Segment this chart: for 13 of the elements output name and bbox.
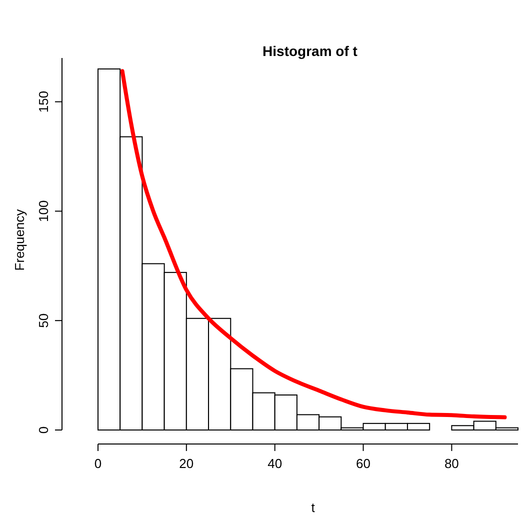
y-tick-label: 50 — [36, 313, 51, 328]
chart-title: Histogram of t — [262, 43, 358, 59]
x-tick-label: 0 — [94, 456, 102, 471]
y-tick-label: 150 — [36, 90, 51, 113]
line-series — [120, 69, 507, 420]
x-tick-label: 20 — [179, 456, 194, 471]
x-tick-label: 40 — [268, 456, 282, 471]
x-tick-label: 60 — [356, 456, 370, 471]
y-axis-title: Frequency — [12, 208, 27, 271]
x-tick-label: 80 — [444, 456, 459, 471]
y-tick-label: 100 — [36, 200, 51, 222]
x-axis-title: t — [311, 500, 316, 515]
y-tick-label: 0 — [36, 426, 51, 434]
